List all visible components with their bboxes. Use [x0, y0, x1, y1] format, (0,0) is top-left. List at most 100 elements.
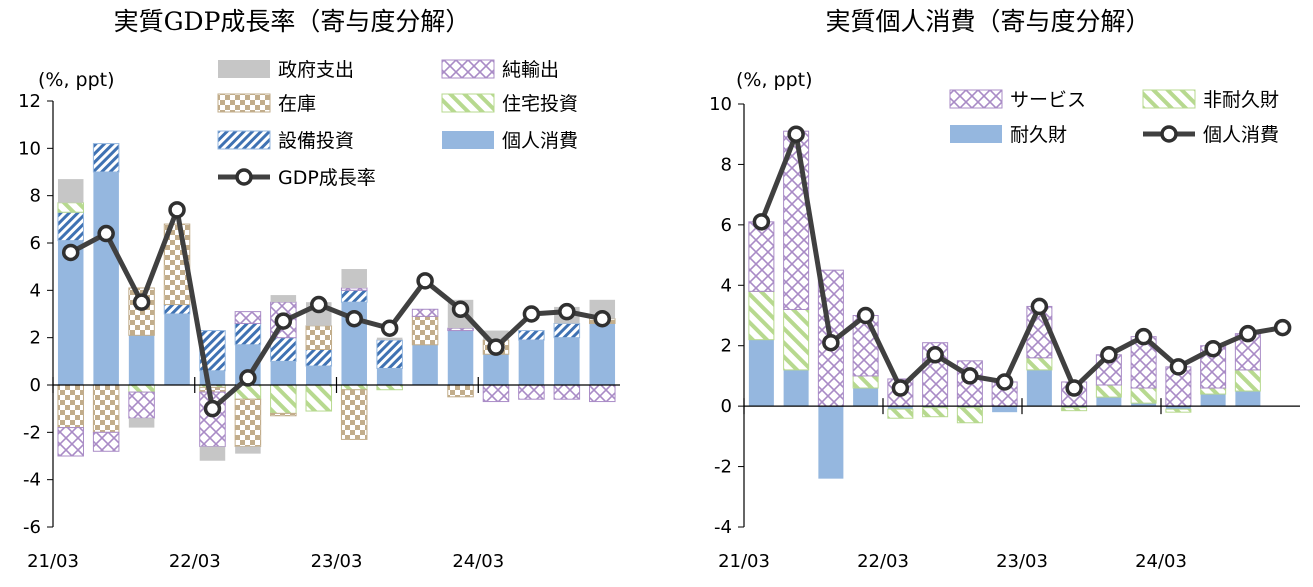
consumption-line-point: [1030, 297, 1049, 316]
gdp-bar-pce: [447, 330, 474, 385]
consumption-bar-dur: [957, 406, 983, 408]
gdp-bar-equip: [234, 322, 262, 346]
gdp-bar-equip: [518, 330, 545, 341]
consumption-legend-item-pce: 個人消費: [1143, 124, 1279, 146]
gdp-bar-inv: [57, 384, 84, 429]
gdp-y-tick-label: 10: [18, 138, 41, 159]
consumption-line-point: [1065, 379, 1083, 397]
gdp-legend-swatch: [442, 131, 494, 149]
gdp-bar-equip: [340, 289, 368, 303]
consumption-bar-nondur: [1061, 407, 1088, 412]
consumption-y-tick-label: 4: [721, 275, 732, 296]
gdp-bar-pce: [306, 366, 332, 385]
gdp-x-tick-label: 21/03: [27, 551, 79, 572]
gdp-y-tick-label: -4: [23, 470, 41, 491]
gdp-y-tick-label: 12: [18, 91, 41, 112]
gdp-legend-item-resid: 住宅投資: [441, 93, 578, 115]
gdp-bar-pce: [518, 340, 545, 385]
gdp-line-point: [451, 300, 470, 319]
gdp-y-tick-label: 8: [30, 186, 41, 207]
gdp-line-point: [310, 295, 328, 314]
gdp-bar-inv: [92, 384, 120, 433]
gdp-bar-netex: [447, 327, 474, 332]
gdp-line-point: [558, 302, 576, 321]
consumption-legend-label: 耐久財: [1010, 124, 1067, 146]
gdp-legend-label: 個人消費: [502, 130, 578, 152]
gdp-legend-item-gdp: GDP成長率: [218, 167, 376, 189]
consumption-bar-dur: [922, 406, 948, 408]
consumption-legend-label: 個人消費: [1203, 124, 1279, 146]
gdp-bar-gov: [483, 330, 509, 341]
consumption-bar-nondur: [887, 408, 914, 419]
gdp-bar-pce: [93, 172, 119, 385]
gdp-bar-pce: [554, 337, 580, 385]
gdp-legend-label: 純輸出: [502, 59, 559, 81]
gdp-y-tick-label: -2: [23, 422, 41, 443]
gdp-bar-gov: [235, 446, 261, 454]
consumption-bar-nondur: [1200, 387, 1227, 395]
gdp-line-point: [380, 319, 399, 337]
gdp-line-gdp: [69, 207, 603, 412]
gdp-bar-netex: [234, 311, 262, 324]
consumption-legend-swatch: [949, 89, 1003, 109]
consumption-legend-label: 非耐久財: [1203, 89, 1279, 111]
gdp-bar-netex: [411, 308, 439, 317]
gdp-bar-inv: [411, 315, 439, 346]
consumption-chart: 実質個人消費（寄与度分解） (%, ppt) 10 8 6 4 2 0 -2 -4 21/03…: [709, 7, 1300, 572]
gdp-bar-pce: [270, 361, 297, 385]
consumption-line-pce: [759, 131, 1284, 391]
gdp-legend-marker: [235, 168, 253, 186]
gdp-bar-gov: [128, 418, 155, 428]
gdp-line-point: [97, 224, 115, 243]
gdp-bar-pce: [57, 240, 84, 385]
consumption-line-point: [1134, 327, 1153, 346]
consumption-bar-dur: [1200, 394, 1226, 407]
gdp-legend-swatch: [441, 59, 495, 79]
consumption-bar-svc: [748, 221, 775, 292]
gdp-y-tick-label: 4: [30, 280, 41, 301]
gdp-y-tick-label: 6: [30, 233, 41, 254]
gdp-bar-resid: [376, 384, 403, 391]
gdp-y-tick-label: -6: [23, 517, 41, 538]
gdp-legend-swatch: [218, 60, 270, 78]
gdp-y-tick-label: 2: [30, 328, 41, 349]
gdp-line-point: [416, 272, 434, 290]
consumption-bar-dur: [887, 406, 913, 410]
gdp-x-tick-label: 24/03: [452, 551, 504, 572]
gdp-x-tick-label: 23/03: [311, 551, 363, 572]
gdp-bar-gov: [341, 269, 367, 288]
consumption-chart-title: 実質個人消費（寄与度分解）: [825, 7, 1150, 36]
consumption-bar-nondur: [1234, 369, 1261, 392]
consumption-bar-dur: [1165, 406, 1191, 410]
consumption-bar-dur: [992, 406, 1018, 413]
consumption-bar-nondur: [852, 375, 879, 389]
consumption-bar-dur: [783, 369, 809, 407]
gdp-bar-resid: [270, 384, 297, 414]
gdp-bar-equip: [305, 349, 333, 367]
consumption-legend-swatch: [1142, 89, 1196, 109]
gdp-growth-chart: 実質GDP成長率（寄与度分解） (%, ppt) 12 10 8 6 4 2 0 -2 -4 -6…: [18, 7, 620, 572]
gdp-line-point: [345, 309, 363, 328]
gdp-line-point: [61, 243, 80, 262]
consumption-chart-unit-label: (%, ppt): [736, 69, 813, 91]
gdp-bar-equip: [376, 339, 403, 369]
consumption-legend-item-dur: 耐久財: [950, 124, 1067, 146]
gdp-bar-equip: [270, 337, 297, 362]
consumption-y-tick-label: -4: [714, 517, 732, 538]
gdp-bar-resid: [128, 384, 155, 393]
consumption-line-point: [995, 373, 1014, 391]
consumption-bar-nondur: [748, 290, 775, 341]
gdp-bar-netex: [128, 391, 155, 419]
consumption-bar-dur: [1235, 391, 1261, 407]
gdp-y-tick-label: 0: [30, 375, 41, 396]
consumption-line-point: [1204, 339, 1222, 358]
gdp-bar-inv: [270, 412, 297, 417]
gdp-bar-pce: [199, 370, 226, 385]
gdp-bar-inv: [447, 384, 474, 398]
gdp-bar-resid: [305, 384, 333, 412]
consumption-bar-dur: [748, 339, 774, 407]
consumption-legend-item-svc: サービス: [949, 89, 1086, 111]
gdp-legend-label: 在庫: [278, 93, 316, 115]
